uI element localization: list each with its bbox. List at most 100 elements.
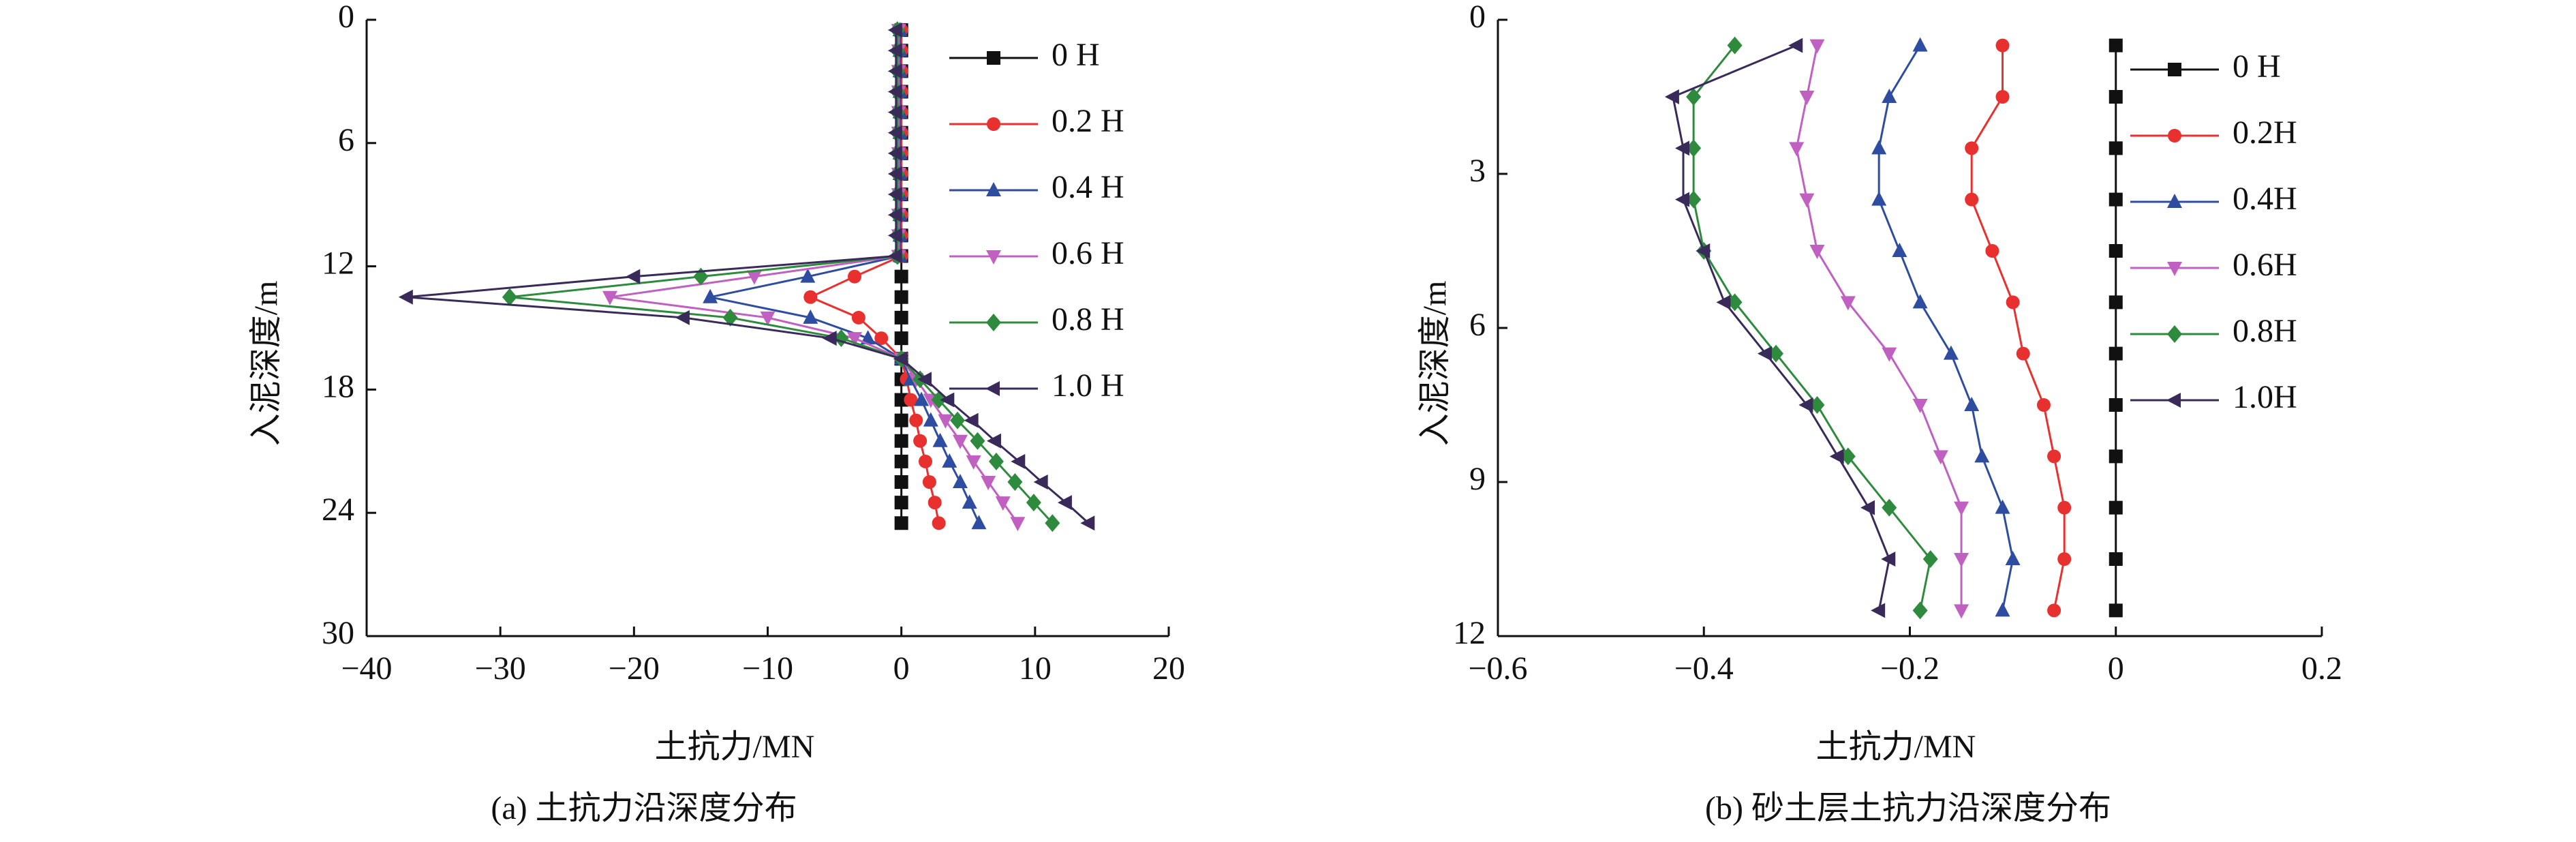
marker	[1881, 552, 1896, 567]
marker	[1007, 473, 1023, 491]
marker	[1871, 191, 1887, 206]
marker	[1757, 346, 1772, 361]
marker	[909, 413, 923, 427]
marker	[1995, 90, 2010, 104]
marker	[887, 125, 902, 140]
marker	[1799, 193, 1815, 208]
marker	[966, 455, 981, 470]
series-line	[1970, 45, 2066, 611]
marker	[2168, 63, 2181, 76]
marker	[2057, 552, 2072, 566]
marker	[887, 63, 902, 79]
marker	[938, 414, 953, 429]
y-tick-label: 30	[322, 615, 354, 651]
marker	[922, 475, 936, 489]
marker	[1985, 244, 1999, 258]
series-line	[808, 30, 940, 524]
marker	[2167, 194, 2182, 208]
marker	[1954, 553, 1969, 567]
marker	[1727, 293, 1743, 312]
x-tick-label: −20	[609, 650, 660, 687]
y-tick-label: 9	[1469, 461, 1486, 497]
marker	[1788, 37, 1803, 53]
series-line	[509, 30, 1054, 524]
marker	[2057, 500, 2072, 515]
legend-label: 0.8H	[2233, 313, 2297, 349]
marker	[940, 392, 955, 408]
marker	[1922, 550, 1938, 568]
marker	[1829, 449, 1844, 464]
marker	[2047, 603, 2061, 618]
y-tick-label: 18	[322, 368, 354, 404]
marker	[904, 393, 918, 407]
x-tick-label: −0.2	[1880, 650, 1939, 687]
marker	[848, 269, 862, 284]
marker	[2006, 295, 2020, 310]
x-tick-label: −0.6	[1468, 650, 1527, 687]
marker	[1696, 243, 1711, 258]
marker	[803, 290, 818, 304]
marker	[987, 117, 1000, 131]
marker	[2109, 141, 2123, 155]
marker	[1995, 499, 2010, 514]
marker	[887, 228, 902, 243]
marker	[894, 413, 908, 427]
marker	[1033, 475, 1048, 490]
marker	[986, 250, 1001, 265]
legend-label: 0.4H	[2233, 181, 2297, 217]
marker	[962, 494, 977, 509]
marker	[1686, 88, 1702, 106]
y-tick-label: 0	[1469, 0, 1486, 35]
marker	[1882, 498, 1897, 517]
marker	[2047, 449, 2061, 464]
marker	[2109, 500, 2123, 515]
marker	[950, 411, 966, 430]
marker	[932, 432, 948, 447]
marker	[1912, 37, 1928, 52]
marker	[995, 496, 1011, 511]
marker	[894, 331, 908, 346]
marker	[918, 454, 932, 468]
marker	[986, 182, 1001, 196]
marker	[1943, 345, 1959, 360]
marker	[2109, 295, 2123, 310]
marker	[1789, 142, 1805, 157]
marker	[2109, 192, 2123, 207]
marker	[398, 289, 413, 305]
y-tick-label: 6	[1469, 307, 1486, 343]
y-tick-label: 3	[1469, 153, 1486, 189]
marker	[964, 412, 979, 428]
marker	[894, 310, 908, 325]
marker	[1871, 603, 1886, 618]
marker	[1675, 192, 1690, 207]
chart-title: (a) 土抗力沿深度分布	[491, 790, 797, 826]
legend-label: 0.6 H	[1052, 235, 1124, 271]
marker	[1882, 89, 1897, 103]
marker	[894, 434, 908, 448]
marker	[675, 310, 690, 325]
legend-label: 0.4 H	[1052, 169, 1124, 205]
marker	[703, 288, 718, 303]
marker	[887, 84, 902, 100]
x-tick-label: 20	[1152, 650, 1185, 687]
marker	[1768, 344, 1784, 363]
marker	[2109, 398, 2123, 412]
marker	[2167, 325, 2182, 343]
marker	[2109, 244, 2123, 258]
legend-label: 0.2H	[2233, 115, 2297, 151]
marker	[2109, 449, 2123, 464]
legend-label: 0.2 H	[1052, 103, 1124, 139]
x-tick-label: 0	[2108, 650, 2124, 687]
series-line	[1692, 44, 1932, 611]
marker	[2005, 551, 2021, 565]
marker	[2167, 262, 2182, 276]
marker	[2109, 90, 2123, 104]
x-tick-label: −30	[475, 650, 526, 687]
marker	[1727, 36, 1743, 55]
legend-label: 0 H	[1052, 37, 1100, 73]
series-line	[1672, 44, 1890, 611]
x-axis-label: 土抗力/MN	[655, 729, 815, 765]
marker	[894, 496, 908, 510]
legend-label: 1.0H	[2233, 379, 2297, 415]
marker	[1045, 514, 1060, 532]
